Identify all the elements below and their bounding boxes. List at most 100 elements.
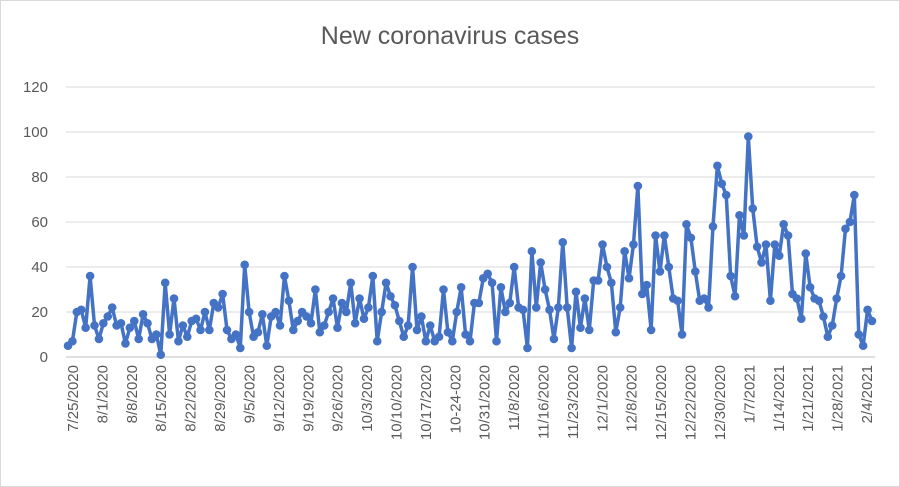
data-point	[735, 210, 744, 220]
data-point	[293, 316, 303, 326]
data-point	[792, 294, 802, 303]
data-point	[182, 332, 192, 342]
data-point	[801, 249, 811, 258]
data-point	[315, 327, 325, 337]
data-point	[81, 323, 90, 333]
data-point	[598, 240, 607, 249]
data-point	[823, 332, 833, 342]
data-point	[664, 262, 674, 272]
x-tick-label: 11/23/2020	[565, 365, 582, 439]
data-point	[779, 219, 788, 229]
data-point	[306, 318, 316, 328]
data-point	[567, 343, 576, 353]
data-point	[90, 321, 99, 330]
data-point	[456, 282, 466, 292]
data-point	[607, 278, 616, 288]
data-point	[129, 316, 139, 326]
data-point	[593, 276, 603, 285]
data-point	[258, 309, 267, 319]
data-point	[536, 258, 545, 267]
data-point	[699, 294, 709, 303]
data-point	[496, 282, 506, 292]
x-tick-label: 10/17/2020	[418, 365, 435, 440]
data-point	[841, 224, 850, 234]
x-tick-label: 10/10/2020	[388, 365, 405, 440]
x-tick-label: 11/16/2020	[536, 365, 553, 439]
x-tick-label: 1/21/2021	[800, 365, 817, 432]
data-point	[783, 231, 793, 240]
x-tick-label: 12/22/2020	[683, 365, 700, 440]
data-point	[474, 298, 484, 308]
data-point	[200, 307, 210, 317]
data-point	[770, 240, 780, 249]
data-point	[125, 323, 135, 333]
data-point	[545, 305, 554, 315]
data-point	[302, 312, 311, 321]
data-point	[244, 307, 254, 317]
data-point	[160, 278, 170, 288]
x-tick-label: 1/28/2021	[830, 365, 847, 432]
data-point	[726, 271, 735, 281]
data-point	[134, 334, 143, 344]
data-point	[121, 339, 130, 348]
y-tick-label: 100	[23, 124, 48, 141]
data-point	[655, 267, 665, 276]
data-point	[434, 332, 444, 342]
data-point	[721, 190, 731, 200]
data-point	[845, 217, 855, 227]
data-point	[620, 246, 629, 256]
data-point	[337, 298, 347, 308]
data-point	[372, 336, 382, 346]
data-point	[642, 280, 651, 290]
data-point	[222, 325, 232, 335]
data-point	[562, 303, 572, 312]
data-point	[421, 336, 431, 346]
data-point	[196, 325, 205, 335]
data-point	[346, 278, 356, 288]
data-point	[523, 343, 532, 353]
y-tick-label: 120	[23, 79, 48, 96]
data-point	[704, 303, 713, 312]
data-point	[863, 305, 872, 315]
data-point	[178, 321, 188, 330]
data-point	[531, 303, 541, 312]
data-point	[390, 300, 400, 310]
data-point	[509, 262, 519, 272]
data-point	[571, 287, 581, 297]
data-point	[465, 336, 475, 346]
data-point	[492, 336, 501, 346]
data-point	[280, 271, 289, 281]
data-point	[94, 334, 104, 344]
y-tick-label: 40	[31, 259, 48, 276]
data-point	[412, 325, 422, 335]
data-point	[637, 289, 647, 299]
data-point	[461, 330, 470, 339]
data-point	[850, 190, 859, 200]
data-point	[174, 336, 183, 346]
data-point	[708, 222, 718, 231]
data-point	[501, 307, 510, 317]
data-point	[602, 262, 612, 272]
data-point	[76, 305, 86, 315]
data-point	[858, 341, 868, 351]
x-tick-label: 8/15/2020	[153, 365, 170, 432]
data-point	[350, 318, 360, 328]
data-point	[827, 321, 837, 330]
data-point	[169, 294, 179, 303]
data-point	[752, 242, 762, 252]
x-tick-label: 2/4/2021	[859, 365, 876, 423]
data-point	[116, 318, 126, 328]
data-point	[289, 325, 298, 335]
data-point	[518, 305, 528, 315]
data-point	[152, 330, 161, 339]
data-point	[103, 312, 113, 321]
data-point	[646, 325, 656, 335]
data-point	[191, 314, 201, 324]
data-point	[364, 303, 373, 312]
data-point	[262, 341, 272, 351]
data-point	[487, 278, 497, 288]
data-point	[205, 325, 214, 335]
y-tick-label: 60	[31, 214, 48, 231]
data-point	[527, 246, 537, 256]
